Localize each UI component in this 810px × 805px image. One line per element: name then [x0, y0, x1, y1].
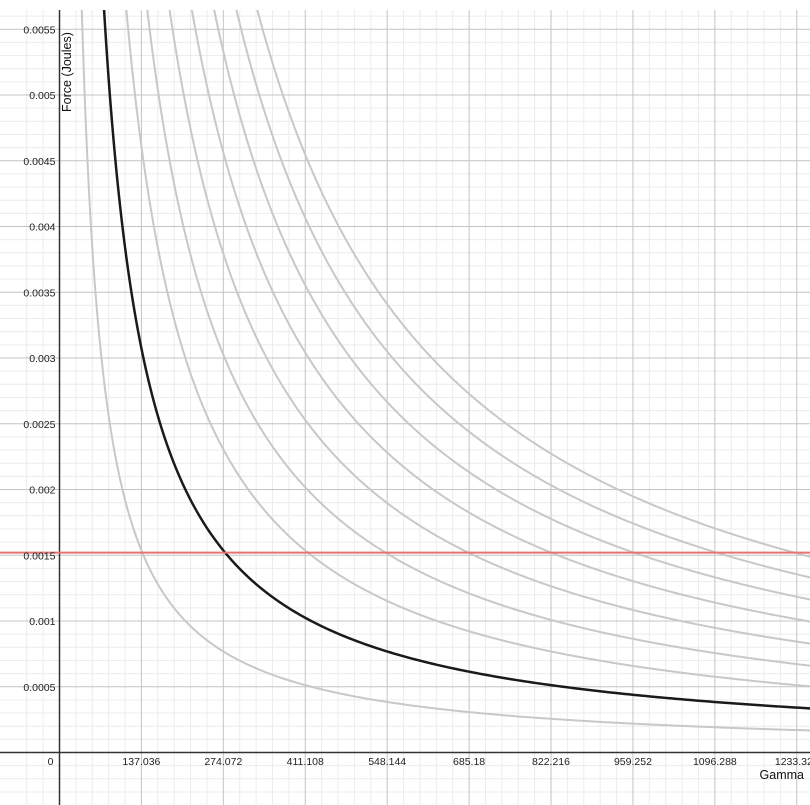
- y-tick-label: 0.004: [29, 222, 55, 234]
- y-tick-label: 0.001: [29, 616, 55, 628]
- x-tick-label: 411.108: [287, 756, 324, 768]
- curve-1: [80, 10, 810, 732]
- y-tick-label: 0.0045: [23, 156, 55, 168]
- y-tick-label: 0.0015: [23, 550, 55, 562]
- x-tick-label: 685.18: [453, 756, 485, 768]
- curve-7: [213, 10, 810, 601]
- x-tick-label: 959.252: [614, 756, 652, 768]
- curves: [80, 10, 810, 732]
- x-tick-label: 1233.324: [775, 756, 810, 768]
- x-tick-label: 822.216: [532, 756, 570, 768]
- x-tick-label: 0: [48, 756, 54, 768]
- x-tick-label: 548.144: [368, 756, 406, 768]
- x-tick-label: 274.072: [204, 756, 242, 768]
- curve-8: [235, 10, 810, 579]
- y-tick-label: 0.0005: [23, 682, 55, 694]
- y-tick-label: 0.003: [29, 353, 55, 365]
- highlighted-curve: [102, 10, 810, 710]
- curve-3: [125, 10, 810, 688]
- axes: [0, 10, 810, 805]
- curve-4: [146, 10, 810, 667]
- x-tick-label: 1096.288: [693, 756, 737, 768]
- curve-9: [256, 10, 810, 558]
- curve-6: [190, 10, 810, 623]
- tick-labels: 0 137.036 274.072 411.108 548.144 685.18 822.2…: [23, 24, 810, 768]
- y-tick-label: 0.0035: [23, 287, 55, 299]
- x-tick-label: 137.036: [122, 756, 160, 768]
- y-tick-label: 0.002: [29, 485, 55, 497]
- y-axis-label: Force (Joules): [60, 32, 74, 112]
- y-tick-label: 0.0025: [23, 419, 55, 431]
- minor-grid: [0, 10, 810, 805]
- curve-5: [168, 10, 810, 645]
- y-tick-label: 0.005: [29, 90, 55, 102]
- x-axis-label: Gamma: [760, 768, 805, 782]
- y-tick-label: 0.0055: [23, 24, 55, 36]
